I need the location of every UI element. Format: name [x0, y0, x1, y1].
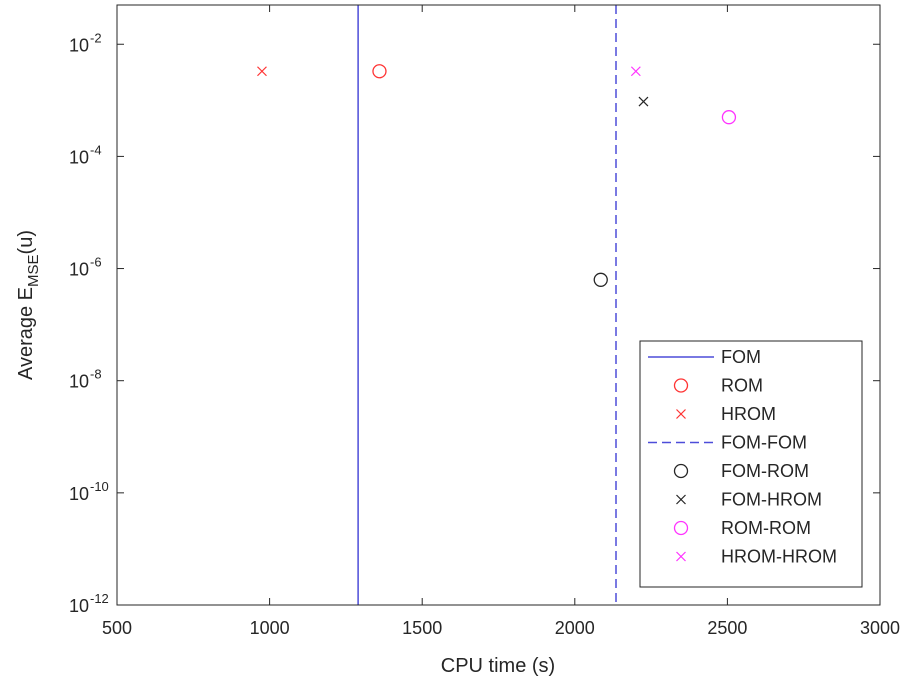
y-axis-label-prefix: Average E	[15, 287, 37, 380]
series-rom-rom-point	[721, 110, 737, 125]
legend-swatch-rom	[673, 378, 689, 393]
y-axis-label: Average EMSE(u)	[15, 230, 42, 380]
x-tick-label: 3000	[860, 618, 900, 638]
y-tick-label: 10	[69, 596, 89, 616]
x-axis-label: CPU time (s)	[441, 655, 555, 677]
legend-swatch-fom-hrom	[676, 494, 686, 505]
legend-label-rom: ROM	[721, 376, 763, 396]
legend-box	[639, 340, 863, 588]
y-tick-label: 10	[69, 484, 89, 504]
y-axis-label-subscript: MSE	[25, 254, 42, 287]
y-axis-label-suffix: (u)	[15, 230, 37, 254]
series-fom-hrom-point	[638, 96, 649, 107]
legend-label-hrom-hrom: HROM-HROM	[721, 547, 837, 567]
legend-label-fom-fom: FOM-FOM	[721, 433, 807, 453]
y-tick-label: 10	[69, 260, 89, 280]
series-fom-rom-point	[593, 272, 608, 287]
y-tick-label: 10	[69, 372, 89, 392]
y-tick-label-exponent: -8	[90, 367, 102, 382]
y-tick-label-exponent: -2	[90, 30, 102, 45]
series-rom-point	[372, 64, 387, 79]
y-tick-label-exponent: -4	[90, 142, 102, 157]
legend-swatch-rom-rom	[673, 520, 689, 536]
legend-swatch-hrom-hrom	[676, 551, 686, 562]
legend-label-hrom: HROM	[721, 404, 776, 424]
y-tick-label-exponent: -6	[90, 255, 102, 270]
y-tick-label: 10	[69, 35, 89, 55]
y-tick-label: 10	[69, 147, 89, 167]
series-layer	[257, 5, 737, 605]
y-tick-label-exponent: -12	[90, 591, 109, 606]
x-tick-label: 500	[102, 618, 132, 638]
y-tick-label-exponent: -10	[90, 479, 109, 494]
legend-swatch-hrom	[676, 409, 686, 419]
legend: FOM ROM HROM FOM-FOM FOM-ROM FOM-HROM ROM-ROM H…	[639, 340, 863, 588]
x-tick-label: 2000	[555, 618, 595, 638]
legend-swatch-fom-rom	[673, 463, 689, 479]
legend-label-fom-hrom: FOM-HROM	[721, 490, 822, 510]
x-tick-label: 2500	[707, 618, 747, 638]
legend-label-fom: FOM	[721, 347, 761, 367]
series-hrom-point	[257, 66, 267, 77]
plot-frame	[116, 4, 881, 606]
legend-label-fom-rom: FOM-ROM	[721, 461, 809, 481]
series-hrom-hrom-point	[630, 66, 641, 77]
x-tick-label: 1500	[402, 618, 442, 638]
legend-label-rom-rom: ROM-ROM	[721, 518, 811, 538]
x-tick-label: 1000	[250, 618, 290, 638]
